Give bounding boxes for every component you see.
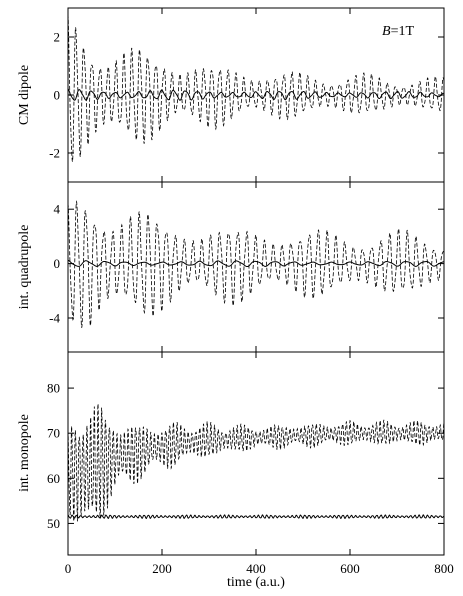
panel-cm-dipole-xticks: [67, 8, 445, 182]
int-quadrupole-solid-series: [67, 259, 445, 268]
panel-cm-dipole: -2 0 2 B=1T: [49, 7, 445, 183]
panel-int-quadrupole-yticks: -4 0 4: [49, 202, 444, 326]
ytick-label: -4: [49, 311, 60, 326]
panel-int-monopole-frame: [67, 351, 445, 556]
panel-int-monopole: 50 60 70 80 0 200 400 600 800: [47, 351, 454, 576]
xtick-label: 200: [152, 561, 172, 576]
xtick-label: 600: [340, 561, 360, 576]
ylabel-cm-dipole: CM dipole: [17, 65, 32, 125]
panel-int-quadrupole-xticks: [67, 182, 445, 352]
ytick-label: 4: [54, 202, 61, 217]
cm-dipole-solid-series: [67, 88, 445, 101]
xtick-label: 0: [65, 561, 72, 576]
panel-int-quadrupole-frame: [67, 181, 445, 353]
ytick-label: 0: [54, 256, 61, 271]
cm-dipole-dashed-series: [67, 13, 445, 162]
panel-int-monopole-xticks: 0 200 400 600 800: [65, 352, 454, 576]
field-annotation: B=1T: [382, 24, 414, 39]
int-quadrupole-dashed-series: [67, 200, 445, 329]
ylabel-int-monopole: int. monopole: [17, 414, 32, 492]
annotation-symbol: B: [382, 24, 391, 39]
xlabel-time: time (a.u.): [227, 575, 285, 590]
ytick-label: 70: [47, 426, 60, 441]
panel-int-quadrupole: -4 0 4: [49, 181, 445, 353]
int-monopole-solid-series: [67, 514, 445, 520]
ytick-label: 60: [47, 471, 60, 486]
ytick-label: 80: [47, 381, 60, 396]
ytick-label: 0: [54, 88, 61, 103]
ytick-label: 50: [47, 516, 60, 531]
xtick-label: 400: [246, 561, 266, 576]
ytick-label: 2: [54, 30, 61, 45]
panel-int-monopole-yticks: 50 60 70 80: [47, 381, 444, 531]
ytick-label: -2: [49, 146, 60, 161]
int-monopole-dashed-series: [67, 402, 445, 522]
ylabel-int-quadrupole: int. quadrupole: [17, 225, 32, 310]
annotation-value: =1T: [391, 24, 415, 39]
xtick-label: 800: [434, 561, 454, 576]
